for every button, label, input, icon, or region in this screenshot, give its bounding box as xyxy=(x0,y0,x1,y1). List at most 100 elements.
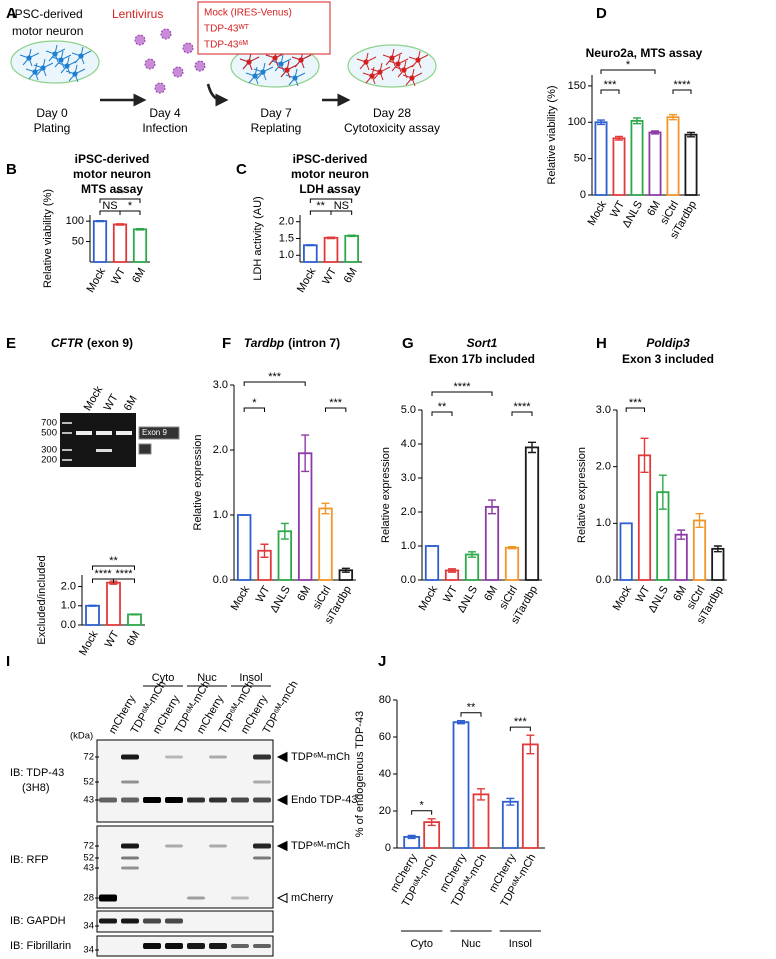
x-tick-label: WT xyxy=(254,584,273,605)
significance-bracket xyxy=(431,411,453,416)
x-tick-label: 6M xyxy=(482,584,500,603)
bar xyxy=(484,505,500,581)
blot-band xyxy=(253,856,271,860)
error-bar xyxy=(116,223,124,226)
error-bar xyxy=(687,131,695,138)
bar xyxy=(92,220,108,263)
panel-letter: I xyxy=(6,653,10,670)
x-tick-label: 6M xyxy=(130,266,148,285)
bar xyxy=(630,119,644,196)
blot-band xyxy=(209,844,227,848)
ladder-band xyxy=(62,449,72,451)
chart-title: Poldip3 xyxy=(646,336,690,350)
lane-label: 6M xyxy=(122,394,140,413)
ladder-band xyxy=(62,422,72,424)
blot-band xyxy=(165,918,183,924)
significance-bracket xyxy=(509,726,531,732)
bar xyxy=(452,721,470,849)
error-bar xyxy=(526,734,535,755)
fraction-label: Nuc xyxy=(197,672,217,684)
dish xyxy=(10,40,100,84)
lane-label: TDP⁶ᴹ-mCh xyxy=(261,679,301,736)
error-bar xyxy=(615,135,623,141)
kda-label: (kDa) xyxy=(70,731,93,742)
significance-label: **** xyxy=(453,381,471,393)
y-tick-label: 50 xyxy=(574,153,586,165)
blot-band xyxy=(121,754,139,760)
blot-band xyxy=(99,894,117,902)
blot-band xyxy=(165,755,183,759)
ladder-label: 200 xyxy=(41,455,57,466)
error-bar xyxy=(457,720,465,725)
bar xyxy=(711,547,725,581)
group-label: Insol xyxy=(509,938,532,950)
error-bar xyxy=(280,522,289,540)
chart-title: Sort1 xyxy=(467,336,498,350)
bar xyxy=(236,514,252,581)
ladder-label: 500 xyxy=(41,428,57,439)
error-bar xyxy=(669,113,677,121)
antibody-label: IB: RFP xyxy=(10,854,49,866)
virus xyxy=(160,28,172,40)
y-tick-label: 3.0 xyxy=(401,472,416,484)
y-tick-label: 40 xyxy=(379,768,391,780)
error-bar xyxy=(407,834,416,840)
y-axis-label: Relative expression xyxy=(576,447,588,543)
error-bar xyxy=(488,499,496,515)
bar xyxy=(521,743,539,849)
blot-band xyxy=(253,843,271,849)
band-arrow xyxy=(276,751,288,763)
ladder-band xyxy=(62,459,72,461)
y-tick-label: 150 xyxy=(568,80,586,92)
x-tick-label: WT xyxy=(109,266,128,287)
neurite xyxy=(402,68,423,87)
error-bar xyxy=(347,234,356,238)
error-bar xyxy=(448,568,456,573)
step-day: Day 4 xyxy=(149,106,181,120)
gel xyxy=(60,413,136,467)
significance-bracket xyxy=(243,407,265,412)
band-label: TDP⁶ᴹ-mCh xyxy=(291,840,350,852)
bar xyxy=(85,604,100,626)
neurite xyxy=(394,60,415,79)
step-label: Cytotoxicity assay xyxy=(344,121,440,135)
chart-title-rest: (exon 9) xyxy=(87,336,133,350)
marker-label: 43 xyxy=(83,795,94,806)
error-bar xyxy=(468,551,476,558)
group-label: Cyto xyxy=(410,938,433,950)
y-tick-label: 2.0 xyxy=(213,444,228,456)
x-tick-label: Mock xyxy=(295,266,319,295)
x-tick-label: Mock xyxy=(417,584,441,613)
bar xyxy=(684,133,698,196)
neurite xyxy=(277,60,298,79)
y-tick-label: 0.0 xyxy=(596,574,611,586)
neurite xyxy=(25,62,46,81)
bar xyxy=(637,454,652,581)
blot-band xyxy=(253,780,271,784)
chart-title: motor neuron xyxy=(73,167,151,181)
gel-band xyxy=(96,449,112,452)
construct-label: TDP-43ᵂᵀ xyxy=(204,24,250,35)
y-tick-label: 1.5 xyxy=(279,232,294,244)
exon-box-small xyxy=(138,443,152,455)
blot-band xyxy=(231,797,249,803)
marker-label: 52 xyxy=(83,853,94,864)
error-bar xyxy=(136,227,144,231)
significance-bracket xyxy=(460,712,482,717)
y-tick-label: 5.0 xyxy=(401,404,416,416)
antibody-label: IB: TDP-43 xyxy=(10,767,64,779)
y-tick-label: 3.0 xyxy=(596,404,611,416)
step-label: Plating xyxy=(34,121,71,135)
blot-frame xyxy=(96,935,274,957)
y-tick-label: 60 xyxy=(379,731,391,743)
exon-label: Exon 9 xyxy=(142,428,167,437)
bar xyxy=(692,519,707,581)
error-bar xyxy=(528,441,536,454)
y-tick-label: 0.0 xyxy=(61,619,76,631)
bar xyxy=(594,121,608,196)
virus xyxy=(182,42,194,54)
bar xyxy=(424,545,440,581)
marker-label: 28 xyxy=(83,893,94,904)
